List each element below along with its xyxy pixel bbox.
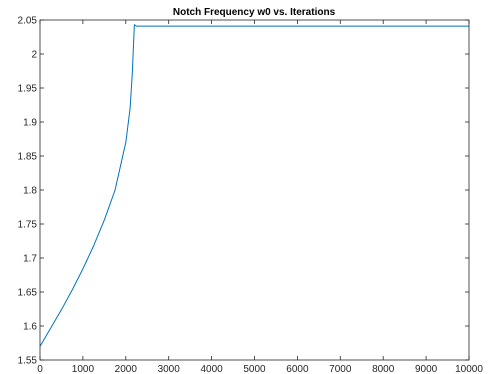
chart-title: Notch Frequency w0 vs. Iterations <box>173 7 336 18</box>
x-tick-label: 2000 <box>115 364 138 374</box>
y-tick-label: 1.65 <box>18 288 38 299</box>
x-tick-label: 9000 <box>415 364 438 374</box>
y-tick-label: 1.6 <box>23 322 37 333</box>
x-tick-label: 10000 <box>455 364 483 374</box>
x-tick-label: 3000 <box>158 364 181 374</box>
axes-layer: 0 1000 2000 3000 4000 5000 6000 7000 8000 9000 100… <box>18 16 484 374</box>
x-tick-label: 8000 <box>372 364 395 374</box>
x-tick-label: 4000 <box>200 364 223 374</box>
y-tick-label: 1.85 <box>18 152 38 163</box>
y-tick-label: 1.75 <box>18 220 38 231</box>
y-tick-label: 2.05 <box>18 16 38 27</box>
series-line-0 <box>39 23 469 347</box>
y-tick-label: 1.8 <box>23 186 37 197</box>
series-layer <box>39 23 469 347</box>
y-tick-label: 1.7 <box>23 254 37 265</box>
y-tick-label: 2 <box>31 50 37 61</box>
y-tick-label: 1.55 <box>18 356 38 367</box>
x-tick-label: 1000 <box>72 364 95 374</box>
y-tick-label: 1.95 <box>18 84 38 95</box>
x-tick-label: 6000 <box>286 364 309 374</box>
x-tick-label: 0 <box>37 364 43 374</box>
x-tick-label: 7000 <box>329 364 352 374</box>
y-tick-label: 1.9 <box>23 118 37 129</box>
x-tick-label: 5000 <box>243 364 266 374</box>
